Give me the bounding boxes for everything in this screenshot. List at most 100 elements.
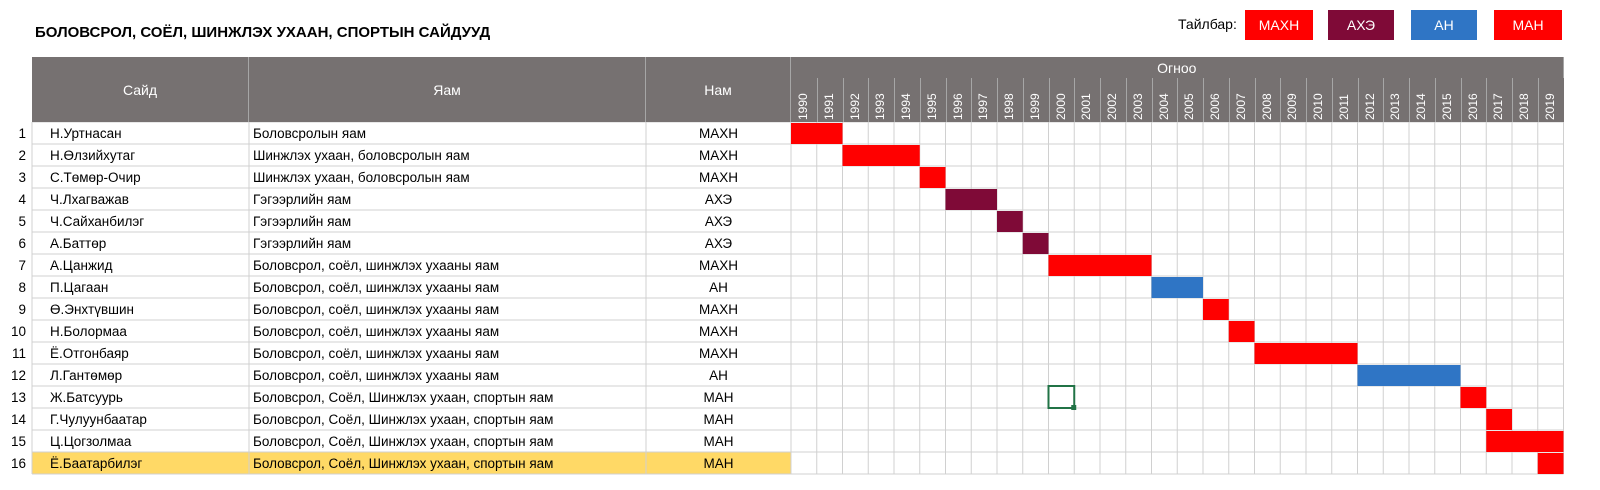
- year-divider: [1100, 78, 1101, 122]
- year-label: 1991: [821, 93, 836, 120]
- year-label: 2009: [1285, 93, 1300, 120]
- legend-item-1: МАХН: [1245, 10, 1313, 40]
- gantt-bar: [791, 123, 843, 144]
- minister-name: Ө.Энхтүвшин: [50, 301, 134, 317]
- year-label: 1995: [924, 93, 939, 120]
- header-period: Огноо: [791, 57, 1564, 78]
- year-label: 2002: [1105, 93, 1119, 120]
- gantt-bar: [1486, 431, 1564, 452]
- gantt-bar: [1357, 365, 1461, 386]
- year-divider: [1537, 78, 1539, 122]
- party-name: АН: [709, 279, 728, 295]
- year-divider: [1331, 78, 1333, 122]
- gantt-bar: [1203, 299, 1229, 320]
- party-name: МАН: [703, 389, 734, 405]
- row-number: 2: [18, 147, 26, 163]
- minister-name: С.Төмөр-Очир: [50, 169, 141, 185]
- ministry-name: Гэгээрлийн яам: [253, 213, 352, 229]
- row-number: 15: [10, 433, 26, 449]
- minister-name: А.Цанжид: [50, 257, 113, 273]
- party-name: МАН: [703, 411, 734, 427]
- page-title: БОЛОВСРОЛ, СОЁЛ, ШИНЖЛЭХ УХААН, СПОРТЫН …: [35, 24, 491, 41]
- ministry-name: Боловсролын яам: [253, 125, 366, 141]
- year-divider: [1486, 78, 1488, 122]
- year-label: 2019: [1542, 93, 1557, 120]
- gantt-bar: [919, 167, 946, 188]
- minister-name: Н.Өлзийхутаг: [50, 147, 136, 163]
- minister-name: Ц.Цогзолмаа: [50, 433, 132, 449]
- gantt-bar: [945, 189, 997, 210]
- row-number: 1: [18, 125, 26, 141]
- year-divider: [997, 78, 998, 122]
- year-divider: [1280, 78, 1282, 122]
- year-label: 1999: [1027, 93, 1042, 120]
- minister-name: Ч.Лхагважав: [50, 191, 129, 207]
- year-divider: [1306, 78, 1307, 122]
- gantt-bar: [1460, 387, 1487, 408]
- selected-cell: [1047, 385, 1076, 409]
- legend-label: Тайлбар:: [1178, 16, 1237, 32]
- gantt-bar: [1254, 343, 1358, 364]
- year-label: 2003: [1130, 93, 1145, 120]
- year-label: 2005: [1182, 93, 1197, 120]
- year-divider: [1048, 78, 1050, 122]
- ministry-name: Боловсрол, соёл, шинжлэх ухааны яам: [253, 367, 500, 383]
- year-divider: [1383, 78, 1385, 122]
- gantt-bar: [1537, 453, 1564, 474]
- minister-name: А.Баттөр: [50, 235, 107, 251]
- row-number: 6: [18, 235, 26, 251]
- year-divider: [894, 78, 895, 122]
- selection-handle: [1071, 405, 1077, 410]
- ministry-name: Шинжлэх ухаан, боловсролын яам: [253, 147, 470, 163]
- party-name: МАХН: [698, 323, 738, 339]
- year-divider: [1022, 78, 1024, 122]
- year-label: 1996: [950, 93, 965, 120]
- ministry-name: Боловсрол, соёл, шинжлэх ухааны яам: [253, 345, 500, 361]
- gantt-bar: [997, 211, 1023, 232]
- year-divider: [842, 78, 844, 122]
- year-label: 2016: [1465, 93, 1480, 120]
- year-label: 2017: [1491, 93, 1506, 120]
- row-number: 4: [18, 191, 26, 207]
- legend-item-2: АХЭ: [1328, 10, 1394, 40]
- minister-name: Г.Чулуунбаатар: [50, 411, 147, 427]
- year-label: 1992: [847, 93, 862, 120]
- row-number: 14: [10, 411, 26, 427]
- year-divider: [1460, 78, 1462, 122]
- year-divider: [919, 78, 921, 122]
- ministry-name: Гэгээрлийн яам: [253, 235, 352, 251]
- ministry-name: Боловсрол, соёл, шинжлэх ухааны яам: [253, 323, 500, 339]
- minister-name: Л.Гантөмөр: [50, 367, 123, 383]
- party-name: МАХН: [698, 147, 738, 163]
- party-name: МАХН: [698, 301, 738, 317]
- row-number: 5: [18, 213, 26, 229]
- party-name: МАН: [703, 433, 734, 449]
- year-divider: [1434, 78, 1436, 122]
- year-divider: [1254, 78, 1256, 122]
- year-label: 2004: [1156, 93, 1171, 120]
- year-label: 2014: [1414, 93, 1428, 120]
- year-label: 2001: [1079, 93, 1094, 120]
- party-name: АХЭ: [704, 191, 733, 207]
- party-name: МАХН: [698, 169, 738, 185]
- year-divider: [1074, 78, 1076, 122]
- header-ministry: Яам: [249, 57, 646, 122]
- party-name: АХЭ: [704, 213, 733, 229]
- year-divider: [1409, 78, 1410, 122]
- ministry-name: Боловсрол, Соёл, Шинжлэх ухаан, спортын …: [253, 455, 554, 471]
- year-divider: [816, 78, 818, 122]
- gantt-bar: [1022, 233, 1049, 254]
- gantt-bar: [1486, 409, 1512, 430]
- ministry-name: Боловсрол, соёл, шинжлэх ухааны яам: [253, 279, 500, 295]
- year-divider: [1177, 78, 1179, 122]
- minister-name: Ж.Батсуурь: [50, 389, 123, 405]
- ministry-name: Гэгээрлийн яам: [253, 191, 352, 207]
- row-number: 10: [10, 323, 26, 339]
- year-label: 2000: [1053, 93, 1068, 120]
- year-label: 2012: [1362, 93, 1377, 120]
- year-divider: [1125, 78, 1127, 122]
- minister-name: Ё.Баатарбилэг: [50, 455, 143, 471]
- year-label: 1993: [873, 93, 888, 120]
- ministry-name: Боловсрол, соёл, шинжлэх ухааны яам: [253, 301, 500, 317]
